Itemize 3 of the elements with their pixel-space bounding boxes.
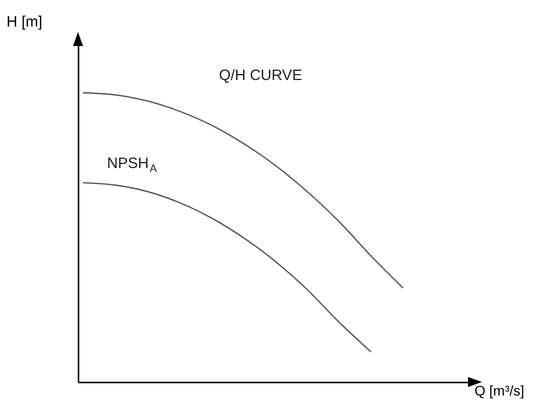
x-axis-title: Q [m³/s] — [474, 382, 524, 398]
y-axis-title: H [m] — [6, 14, 42, 30]
text: Q/H CURVE — [219, 66, 302, 84]
